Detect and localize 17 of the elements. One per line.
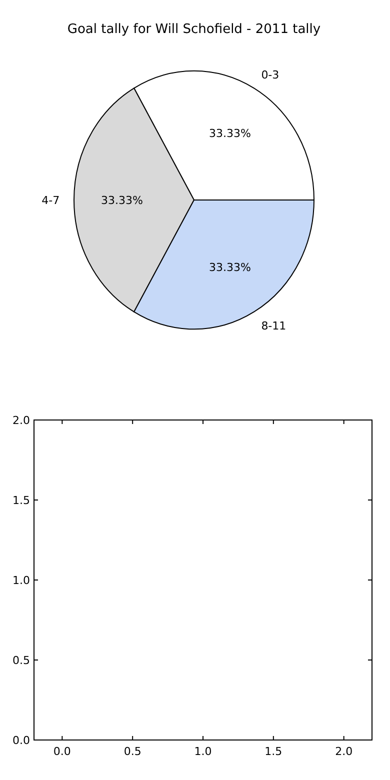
y-tick-label: 0.0: [12, 734, 30, 747]
x-tick-label: 2.0: [335, 745, 353, 758]
data-label: 33.33%: [209, 261, 251, 274]
x-tick-label: 1.0: [194, 745, 212, 758]
slice-label: 8-11: [261, 319, 286, 332]
y-tick-label: 2.0: [12, 414, 30, 427]
y-tick-label: 1.5: [12, 494, 30, 507]
data-label: 33.33%: [209, 126, 251, 140]
data-label: 33.33%: [101, 194, 143, 207]
slice-label: 0-3: [261, 68, 280, 82]
slice-label: 4-7: [42, 194, 60, 207]
y-tick-label: 0.5: [12, 654, 30, 667]
x-tick-label: 0.0: [53, 745, 71, 758]
x-tick-label: 0.5: [124, 745, 142, 758]
y-tick-label: 1.0: [12, 574, 30, 587]
x-tick-label: 1.5: [264, 745, 282, 758]
chart-title: Goal tally for Will Schofield - 2011 tally: [67, 22, 321, 37]
